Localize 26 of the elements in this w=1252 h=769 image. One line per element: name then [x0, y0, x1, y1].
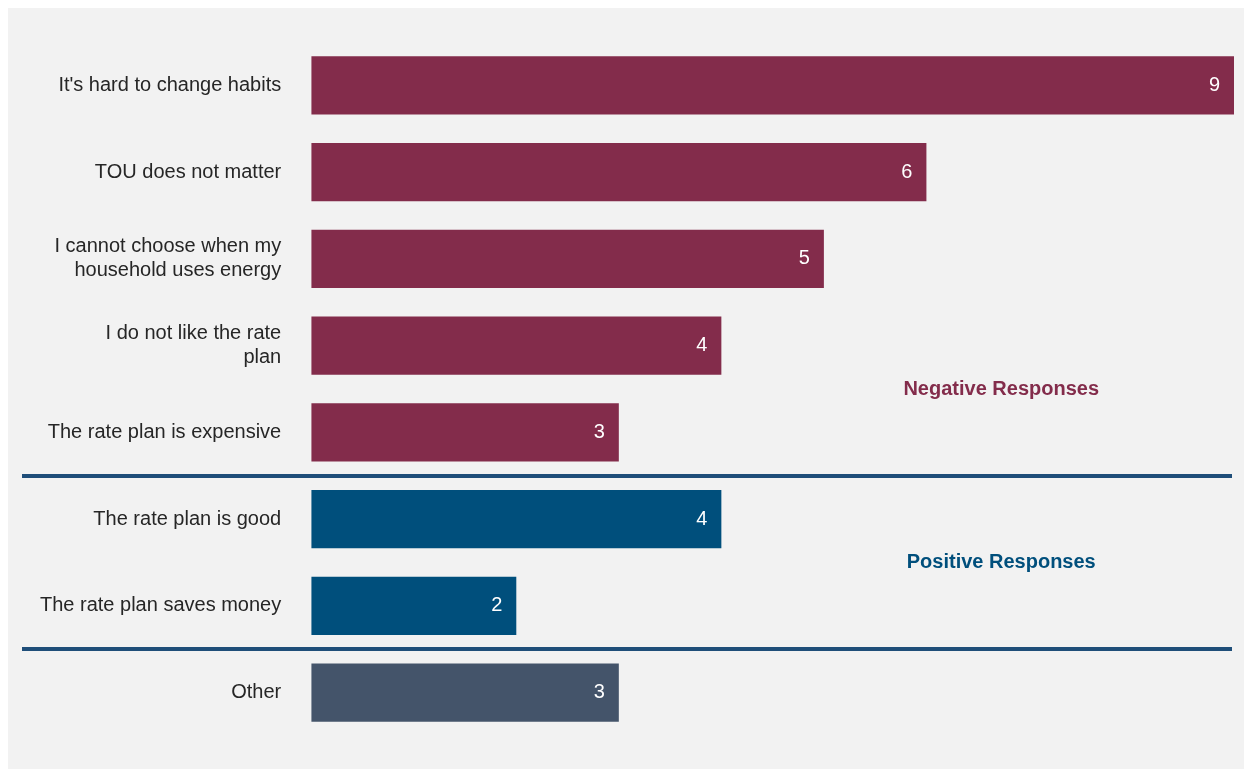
data-label: 2	[491, 593, 503, 616]
annotation: Positive Responses	[906, 550, 1096, 573]
y-tick-label: The rate plan is good	[93, 506, 282, 529]
bar	[311, 229, 824, 288]
data-label: 6	[901, 159, 913, 182]
bar	[311, 663, 619, 722]
data-label: 4	[696, 506, 708, 529]
y-tick-label: It's hard to change habits	[58, 72, 282, 95]
data-label: 3	[593, 680, 605, 703]
annotation: Negative Responses	[903, 376, 1100, 399]
bar	[311, 143, 927, 202]
bar	[311, 576, 517, 635]
bar	[311, 490, 722, 549]
bar	[311, 56, 1234, 115]
y-tick-label: TOU does not matter	[94, 159, 282, 182]
data-label: 4	[696, 333, 708, 356]
bar	[311, 316, 722, 375]
y-tick-label: Other	[231, 680, 282, 703]
data-label: 9	[1208, 72, 1220, 95]
data-label: 5	[798, 246, 810, 269]
y-tick-label: I do not like the rate plan	[105, 321, 282, 368]
y-tick-label: I cannot choose when my household uses energy	[54, 234, 282, 281]
bar	[311, 403, 619, 462]
data-label: 3	[593, 419, 605, 442]
y-tick-label: The rate plan saves money	[39, 593, 282, 616]
y-tick-label: The rate plan is expensive	[47, 419, 282, 442]
